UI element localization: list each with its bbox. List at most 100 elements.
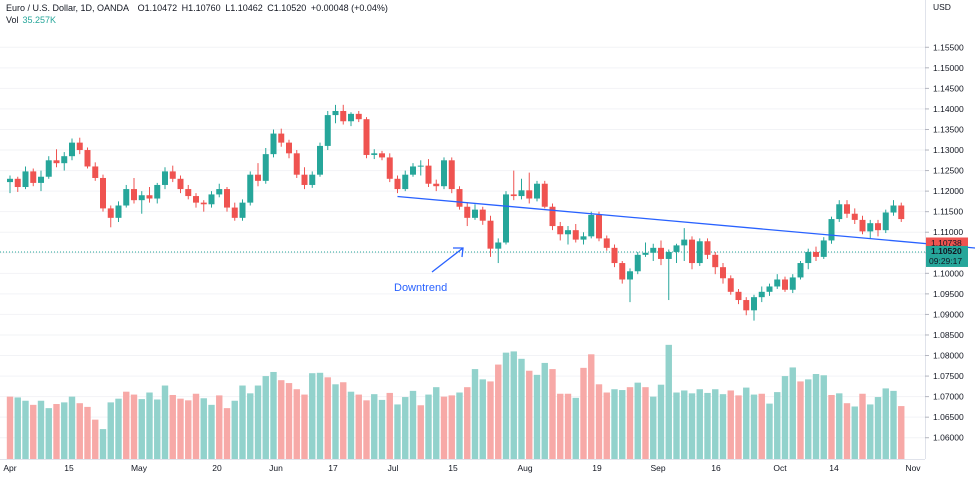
candle [247, 171, 254, 206]
volume-bar [347, 391, 355, 459]
price-tick-label: 1.14500 [933, 83, 964, 93]
volume-legend: Vol 35.257K [6, 15, 56, 25]
time-tick-label: 14 [829, 463, 839, 473]
candle-body [611, 247, 618, 264]
candle-body [255, 174, 261, 181]
candle-body [301, 174, 308, 185]
price-tick-label: 1.14000 [933, 104, 964, 114]
candle-body [751, 297, 757, 311]
candle [7, 175, 13, 194]
candle [828, 216, 835, 244]
time-tick-label: 19 [592, 463, 602, 473]
volume-bar [208, 404, 215, 459]
symbol-title[interactable]: Euro / U.S. Dollar, 1D, OANDA [6, 3, 130, 13]
candle-body [448, 160, 455, 190]
volume-bar [270, 371, 277, 459]
candle [572, 224, 579, 243]
candle-body [727, 278, 734, 292]
candle-body [417, 165, 424, 167]
candle [472, 204, 478, 220]
volume-bar [223, 408, 231, 459]
volume-bar [115, 398, 122, 459]
candle [518, 178, 525, 200]
candle-body [14, 178, 21, 188]
volume-bar [22, 400, 29, 459]
volume-bar [371, 394, 378, 459]
candle [371, 149, 378, 160]
candle [580, 232, 587, 245]
candle-body [239, 202, 246, 218]
volume-bar [510, 351, 517, 459]
volume-bar [642, 387, 649, 459]
volume-bar [177, 398, 184, 459]
candle [417, 160, 424, 176]
time-tick-label: Nov [905, 463, 921, 473]
candle-body [696, 241, 703, 264]
volume-bar [138, 399, 145, 459]
last-price-value: 1.10520 [931, 246, 962, 256]
candle-body [185, 189, 192, 197]
price-tick-label: 1.12000 [933, 186, 964, 196]
candle-body [882, 212, 889, 231]
candle-body [665, 251, 672, 259]
time-tick-label: 20 [212, 463, 222, 473]
volume-bar [471, 369, 479, 459]
downtrend-line[interactable] [397, 195, 975, 329]
volume-bar [409, 390, 417, 459]
candle [309, 171, 316, 188]
candle [727, 275, 734, 295]
volume-bar [549, 369, 556, 459]
candle [882, 209, 889, 234]
candle-body [138, 195, 145, 201]
price-level-tag: 1.10738 [926, 237, 968, 249]
candle [293, 150, 300, 178]
candle [859, 215, 866, 235]
candle [751, 294, 757, 321]
candle [200, 200, 207, 212]
candle [782, 276, 788, 292]
time-tick-label: Jun [269, 463, 283, 473]
candle-body [689, 239, 695, 264]
candle [766, 283, 773, 296]
volume-bar [340, 382, 347, 459]
volume-bar [185, 400, 192, 459]
candle [286, 139, 292, 159]
volume-bar [820, 375, 827, 459]
candle-body [394, 178, 401, 190]
candle-body [208, 194, 215, 205]
candle-body [7, 178, 13, 183]
volume-bar [247, 393, 254, 459]
candle-body [464, 206, 471, 218]
candle-body [61, 156, 68, 164]
candle [185, 184, 192, 200]
candle [503, 191, 509, 245]
candle [541, 180, 548, 209]
price-axis[interactable]: 1.15500 1.15000 1.14500 1.14000 1.13500 1.130… [925, 42, 964, 443]
volume-bar [45, 408, 52, 459]
candle-body [22, 171, 29, 188]
time-axis[interactable]: Apr 15 May 20 Jun 17 Jul 15 Aug 19 Sep 16 Oct 14 Nov [3, 463, 921, 473]
candle-body [293, 153, 300, 175]
time-tick-label: 17 [328, 463, 338, 473]
volume-bar [805, 379, 812, 459]
candle [596, 211, 602, 242]
candle-body [789, 277, 796, 290]
candle-body [797, 263, 804, 278]
volume-bar [293, 389, 300, 459]
candle-body [472, 209, 478, 218]
candle-body [348, 113, 354, 122]
volume-bar [518, 358, 525, 459]
candle [425, 159, 432, 188]
candle [154, 182, 161, 204]
candle-body [425, 165, 432, 184]
candle-body [549, 206, 556, 227]
candle [433, 179, 440, 192]
volume-bar [650, 396, 657, 459]
candle-body [510, 194, 517, 197]
legend-header: Euro / U.S. Dollar, 1D, OANDA O1.10472 H… [6, 3, 390, 13]
price-tick-label: 1.07500 [933, 371, 964, 381]
candle-body [231, 207, 238, 218]
candle [743, 297, 750, 316]
candle [386, 153, 393, 183]
